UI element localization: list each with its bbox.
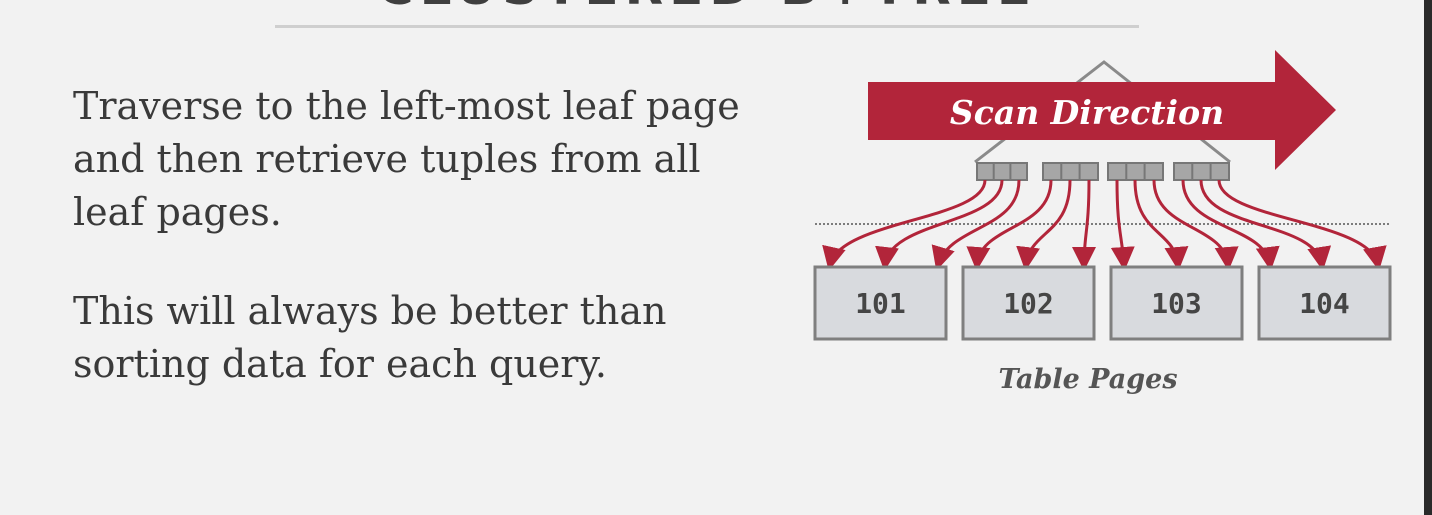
pointer-arrow	[1152, 179, 1239, 271]
tuple-pointer-arrows	[822, 179, 1387, 271]
pointer-arrow	[1110, 179, 1135, 271]
leaf-node	[1173, 162, 1230, 181]
pointer-arrow	[1072, 179, 1097, 271]
table-page-label: 101	[855, 287, 906, 320]
leaf-node	[1107, 162, 1164, 181]
slide-title: CLUSTERED B+TREE	[275, 0, 1139, 12]
diagram-svg: Scan Direction	[813, 50, 1392, 395]
table-page-101: 101	[813, 265, 948, 341]
table-page-label: 102	[1003, 287, 1054, 320]
pointer-arrow	[1133, 179, 1189, 271]
scan-direction-arrow	[868, 50, 1336, 170]
table-page-102: 102	[961, 265, 1096, 341]
title-underline	[275, 25, 1139, 28]
pointer-arrow	[966, 179, 1053, 271]
pointer-arrow	[822, 179, 987, 271]
pointer-arrow	[1181, 179, 1280, 271]
table-page-label: 103	[1151, 287, 1202, 320]
bullet-better-than-sorting: This will always be better than sorting …	[73, 289, 667, 386]
leaf-node	[976, 162, 1028, 181]
pointer-arrow	[931, 179, 1021, 271]
table-page-label: 104	[1299, 287, 1350, 320]
table-pages: 101 102 103 104	[813, 265, 1392, 341]
table-page-103: 103	[1109, 265, 1244, 341]
pointer-arrow	[1199, 179, 1332, 271]
clustered-btree-diagram: Scan Direction	[800, 40, 1400, 410]
pointer-arrow	[875, 179, 1004, 271]
bullet-traverse: Traverse to the left-most leaf page and …	[73, 84, 740, 234]
scan-direction-label: Scan Direction	[950, 93, 1224, 132]
leaf-node	[1042, 162, 1099, 181]
pointer-arrow	[1217, 179, 1387, 271]
leaf-nodes	[976, 162, 1230, 181]
table-pages-caption: Table Pages	[998, 364, 1177, 395]
pointer-arrow	[1016, 179, 1072, 271]
table-page-104: 104	[1257, 265, 1392, 341]
